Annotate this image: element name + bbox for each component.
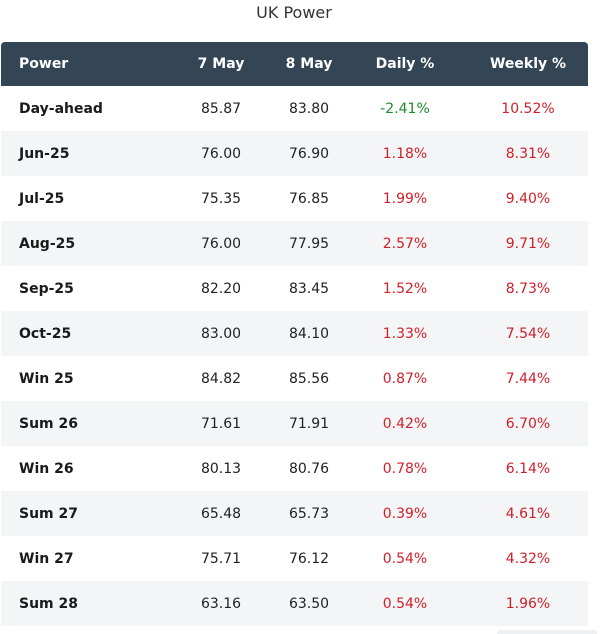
weekly-change: 10.52% [501, 100, 555, 117]
table-row: Oct-25 83.00 84.10 1.33% 7.54% [1, 311, 588, 356]
table-row: Jul-25 75.35 76.85 1.99% 9.40% [1, 176, 588, 221]
table-title: UK Power [256, 3, 332, 22]
daily-change: 1.18% [382, 145, 428, 162]
value-8-may: 83.80 [288, 100, 330, 117]
row-name: Jun-25 [19, 145, 70, 162]
weekly-change: 8.73% [505, 280, 551, 297]
table-row: Jun-25 76.00 76.90 1.18% 8.31% [1, 131, 588, 176]
row-name: Oct-25 [19, 325, 72, 342]
daily-change: 0.78% [382, 460, 428, 477]
table-row: Sum 27 65.48 65.73 0.39% 4.61% [1, 491, 588, 536]
value-8-may: 65.73 [288, 505, 330, 522]
value-7-may: 76.00 [200, 145, 242, 162]
table-row: Aug-25 76.00 77.95 2.57% 9.71% [1, 221, 588, 266]
value-8-may: 76.85 [288, 190, 330, 207]
table-row: Win 26 80.13 80.76 0.78% 6.14% [1, 446, 588, 491]
row-name: Sep-25 [19, 280, 74, 297]
row-name: Win 27 [19, 550, 74, 567]
row-name: Aug-25 [19, 235, 76, 252]
weekly-change: 4.32% [505, 550, 551, 567]
table-row: Sum 28 63.16 63.50 0.54% 1.96% [1, 581, 588, 626]
weekly-change: 1.96% [505, 595, 551, 612]
weekly-change: 7.44% [505, 370, 551, 387]
daily-change: 1.33% [382, 325, 428, 342]
scroll-indicator[interactable] [497, 630, 597, 634]
value-8-may: 80.76 [288, 460, 330, 477]
column-header-8-may: 8 May [285, 56, 333, 72]
column-header-daily-pct: Daily % [375, 56, 435, 72]
row-name: Win 26 [19, 460, 74, 477]
value-7-may: 75.35 [200, 190, 242, 207]
daily-change: 0.87% [382, 370, 428, 387]
value-8-may: 77.95 [288, 235, 330, 252]
row-name: Sum 28 [19, 595, 78, 612]
table-header-row: Power 7 May 8 May Daily % Weekly % [1, 42, 588, 86]
daily-change: -2.41% [380, 100, 430, 117]
table-row: Day-ahead 85.87 83.80 -2.41% 10.52% [1, 86, 588, 131]
weekly-change: 8.31% [505, 145, 551, 162]
daily-change: 1.52% [382, 280, 428, 297]
value-7-may: 82.20 [200, 280, 242, 297]
value-8-may: 63.50 [288, 595, 330, 612]
table-row: Win 27 75.71 76.12 0.54% 4.32% [1, 536, 588, 581]
table-row: Win 25 84.82 85.56 0.87% 7.44% [1, 356, 588, 401]
value-7-may: 63.16 [200, 595, 242, 612]
weekly-change: 6.14% [505, 460, 551, 477]
column-header-power: Power [19, 56, 69, 72]
daily-change: 1.99% [382, 190, 428, 207]
weekly-change: 7.54% [505, 325, 551, 342]
daily-change: 0.39% [382, 505, 428, 522]
row-name: Win 25 [19, 370, 74, 387]
table-row: Sep-25 82.20 83.45 1.52% 8.73% [1, 266, 588, 311]
weekly-change: 9.71% [505, 235, 551, 252]
column-header-7-may: 7 May [197, 56, 245, 72]
value-7-may: 83.00 [200, 325, 242, 342]
value-8-may: 85.56 [288, 370, 330, 387]
value-7-may: 75.71 [200, 550, 242, 567]
value-7-may: 85.87 [200, 100, 242, 117]
daily-change: 0.42% [382, 415, 428, 432]
row-name: Sum 26 [19, 415, 78, 432]
value-7-may: 71.61 [200, 415, 242, 432]
daily-change: 2.57% [382, 235, 428, 252]
value-8-may: 71.91 [288, 415, 330, 432]
uk-power-table: Power 7 May 8 May Daily % Weekly % Day-a… [1, 42, 588, 626]
table-row: Sum 26 71.61 71.91 0.42% 6.70% [1, 401, 588, 446]
value-7-may: 76.00 [200, 235, 242, 252]
value-7-may: 65.48 [200, 505, 242, 522]
weekly-change: 4.61% [505, 505, 551, 522]
daily-change: 0.54% [382, 550, 428, 567]
value-7-may: 80.13 [200, 460, 242, 477]
value-8-may: 83.45 [288, 280, 330, 297]
weekly-change: 9.40% [505, 190, 551, 207]
value-8-may: 76.12 [288, 550, 330, 567]
row-name: Sum 27 [19, 505, 78, 522]
daily-change: 0.54% [382, 595, 428, 612]
weekly-change: 6.70% [505, 415, 551, 432]
column-header-weekly-pct: Weekly % [489, 56, 567, 72]
value-8-may: 76.90 [288, 145, 330, 162]
value-8-may: 84.10 [288, 325, 330, 342]
value-7-may: 84.82 [200, 370, 242, 387]
row-name: Day-ahead [19, 100, 103, 117]
row-name: Jul-25 [19, 190, 65, 207]
